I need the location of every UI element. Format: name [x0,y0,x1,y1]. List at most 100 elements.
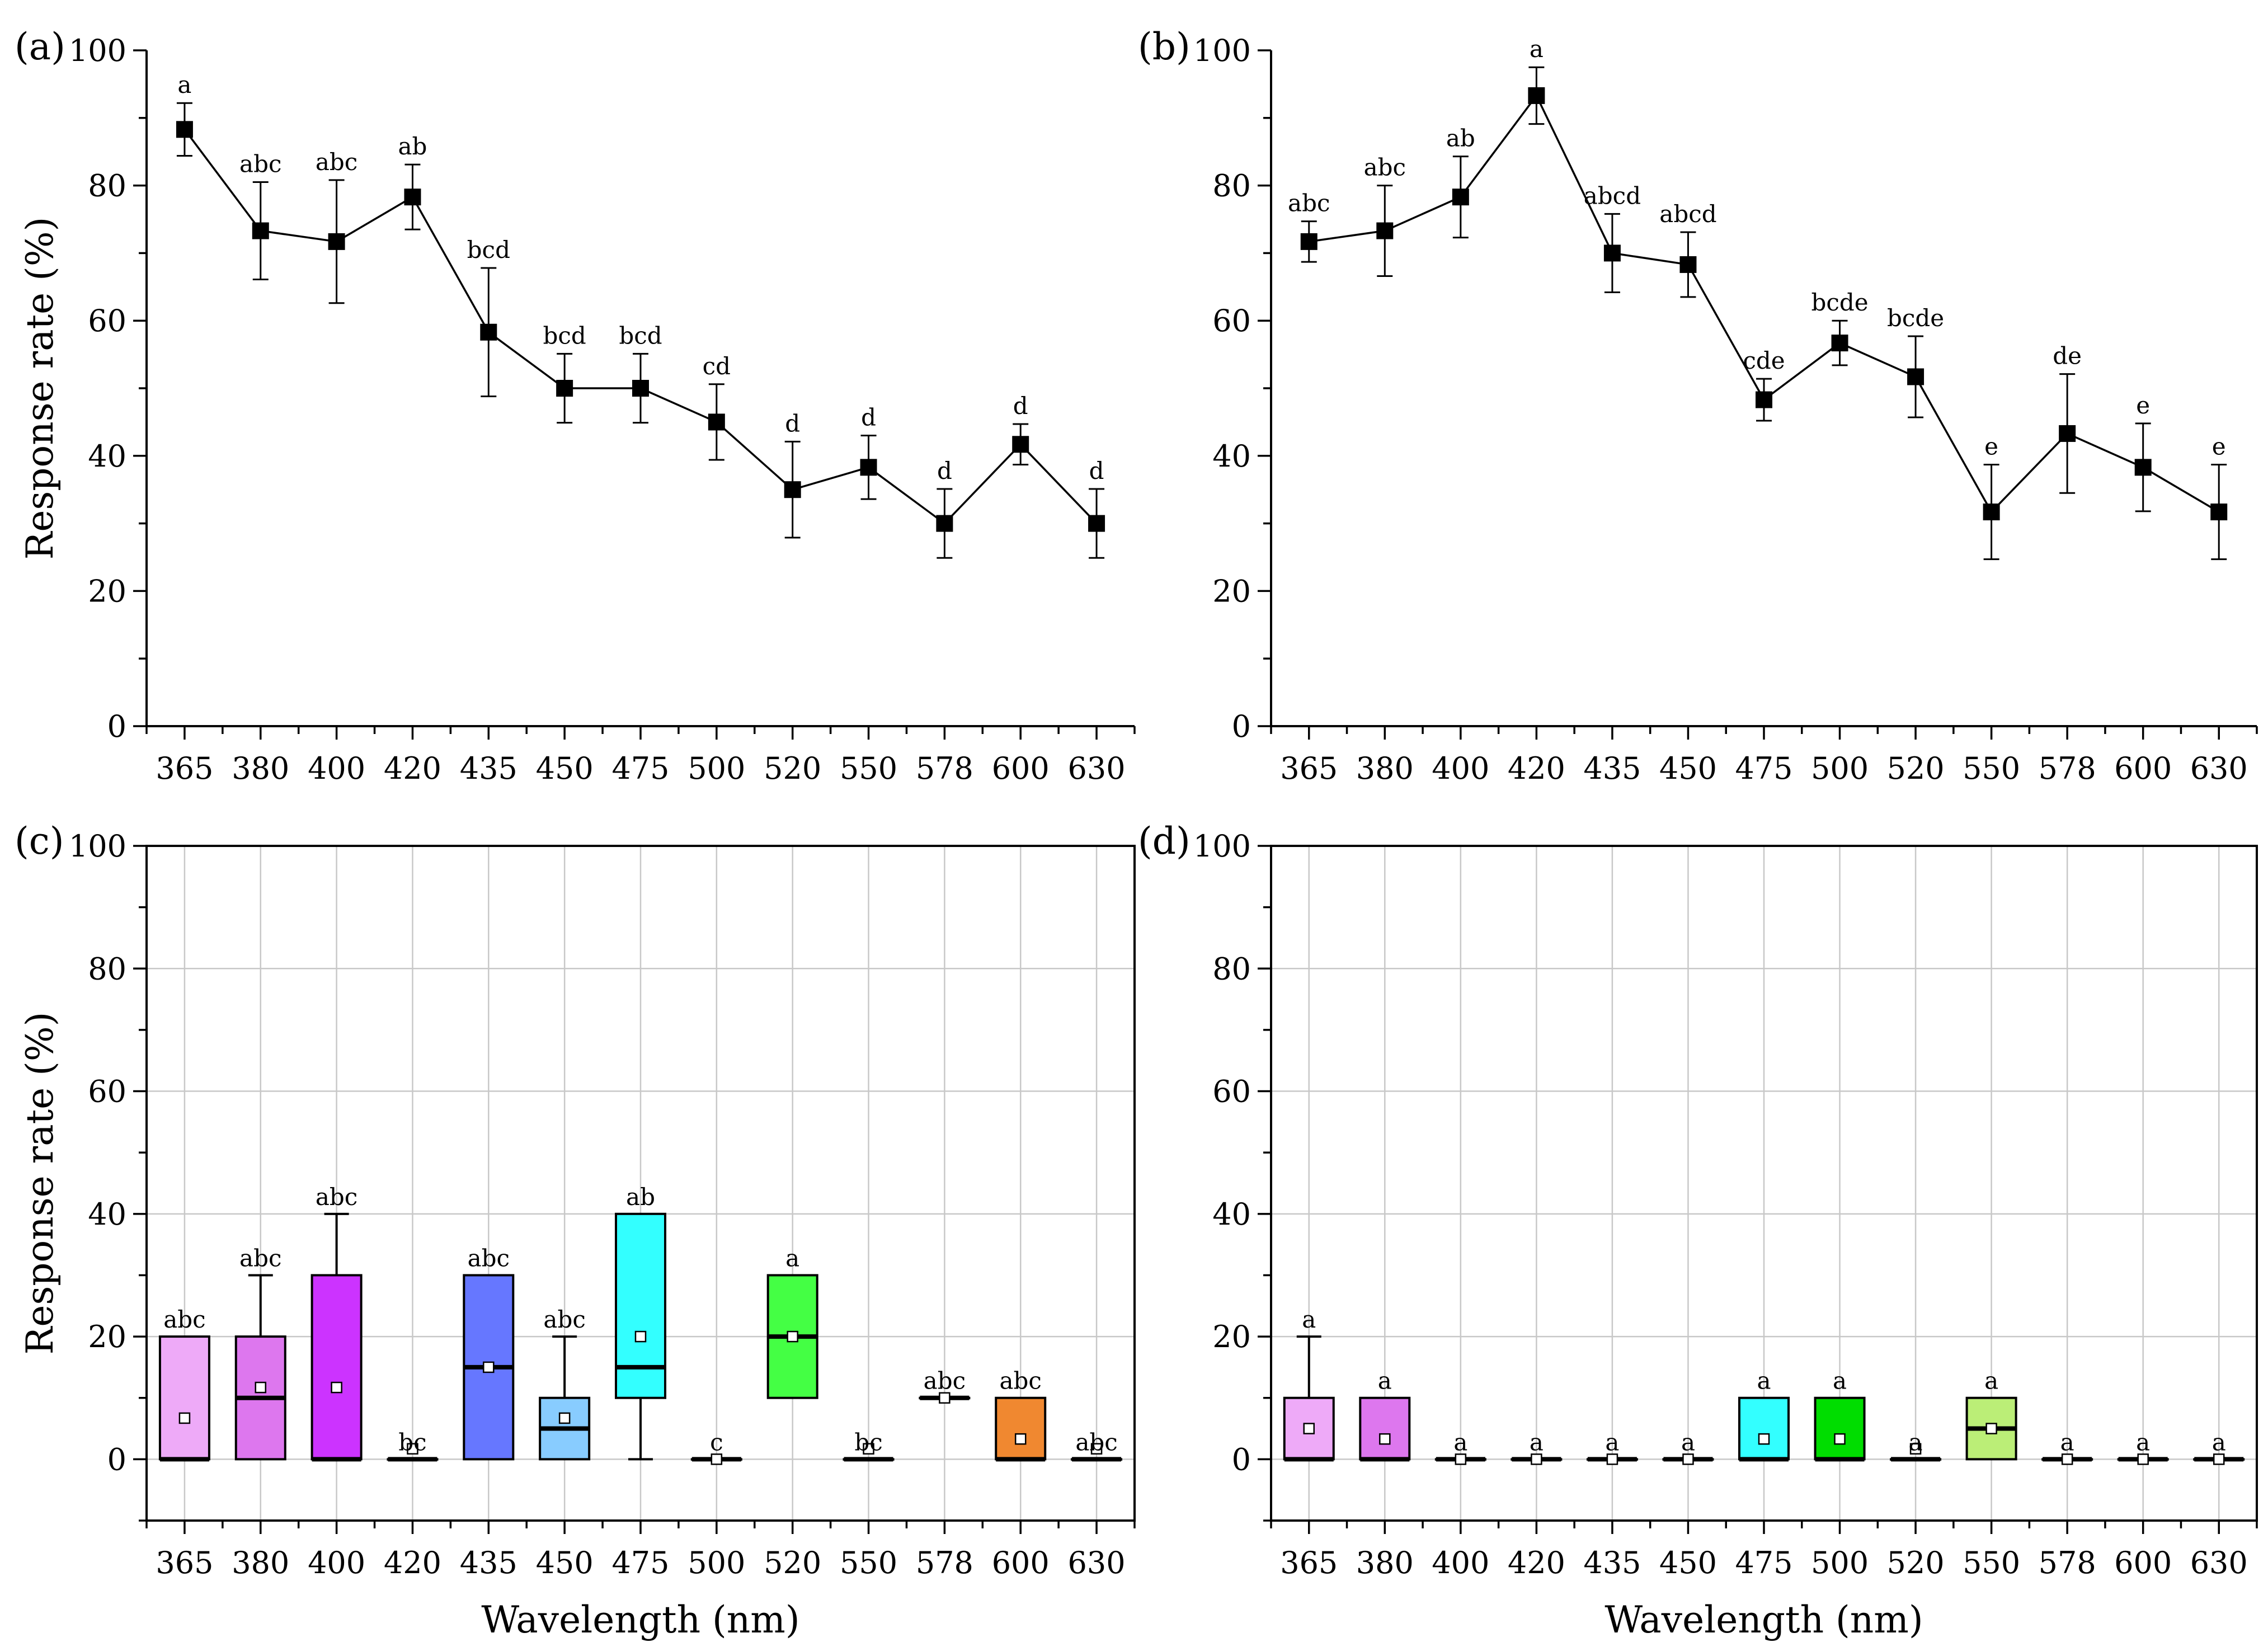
significance-letter: abc [1364,154,1406,181]
significance-letter: cd [703,352,731,380]
mean-marker [1303,1423,1315,1434]
significance-letter: abc [163,1306,205,1333]
x-tick-label: 365 [156,751,213,786]
data-point [1088,515,1105,532]
y-tick-label: 100 [69,829,126,864]
panel-c: (c) 0 20 40 60 80 100 365 380 400 420 435 450 475 500 5… [15,820,1136,1641]
y-tick-label: 100 [1193,33,1251,68]
x-tick-label: 578 [916,751,973,786]
significance-letter: a [1453,1428,1467,1456]
x-tick-label: 500 [688,751,745,786]
significance-letter: a [2060,1428,2074,1456]
x-tick-label: 400 [1432,1545,1489,1580]
x-tick-label: 380 [1356,751,1414,786]
y-axis-title: Response rate (%) [18,217,62,560]
y-tick-label: 0 [107,1442,126,1477]
x-axis-title: Wavelength (nm) [481,1598,799,1641]
x-tick-label: 630 [1068,751,1126,786]
x-tick-label: 475 [1735,751,1792,786]
data-point [784,481,801,498]
mean-marker [255,1381,267,1394]
y-tick-label: 60 [1212,1074,1251,1109]
x-tick-label: 420 [1508,751,1565,786]
mean-marker [1985,1423,1997,1434]
mean-marker [1379,1433,1391,1445]
x-tick-label: 475 [611,1545,669,1580]
x-tick-label: 600 [2114,751,2172,786]
x-tick-label: 435 [1583,751,1641,786]
significance-letter: abc [1075,1428,1117,1456]
significance-letter: e [2212,433,2226,460]
x-tick-label: 578 [2039,1545,2096,1580]
mean-marker [634,1330,647,1343]
x-tick-label: 550 [840,1545,897,1580]
y-axis-title: Response rate (%) [18,1012,62,1355]
x-tick-label: 520 [764,1545,821,1580]
x-tick-label: 550 [1963,751,2020,786]
panel-b: (b) 0 20 40 60 80 100 365 380 400 420 435 450 475 500 5… [1138,25,2258,786]
significance-letter: abcd [1659,200,1716,228]
y-tick-label: 0 [107,709,126,744]
x-tick-label: 365 [156,1545,213,1580]
mean-marker [1834,1433,1846,1445]
y-tick-label: 40 [88,1197,126,1232]
significance-letter: a [1909,1428,1923,1456]
significance-letter: a [1833,1367,1847,1395]
significance-letter: bcde [1887,304,1944,332]
data-point [176,121,193,138]
data-point [556,380,573,397]
box [615,1212,666,1399]
box [158,1335,210,1461]
significance-letter: a [1984,1367,1998,1395]
y-tick-label: 60 [88,303,126,338]
x-tick-label: 380 [1356,1545,1414,1580]
mean-marker [331,1381,342,1394]
y-tick-label: 100 [69,33,126,68]
x-tick-label: 600 [992,1545,1050,1580]
data-point [1831,335,1848,352]
significance-letter: e [2136,392,2150,419]
mean-marker [710,1453,723,1465]
x-tick-label: 380 [232,751,289,786]
significance-letter: abc [316,148,357,176]
significance-letter: a [1681,1428,1695,1456]
y-tick-label: 80 [88,951,126,986]
significance-letter: d [1089,457,1104,484]
x-axis-title: Wavelength (nm) [1604,1598,1923,1641]
data-point [1679,256,1697,273]
panel-label: (d) [1138,820,1191,863]
significance-letter: abc [924,1367,966,1395]
y-tick-label: 80 [1212,168,1251,204]
significance-letter: abcd [1584,182,1641,209]
data-point [1012,436,1029,453]
x-tick-label: 500 [1811,1545,1869,1580]
mean-marker [1090,1443,1103,1455]
significance-letter: bcde [1811,289,1868,316]
x-tick-label: 500 [1811,751,1869,786]
mean-marker [558,1412,571,1424]
x-tick-label: 400 [308,1545,365,1580]
panel-d: (d) 0 20 40 60 80 100 365 380 400 420 435 450 475 500 5… [1138,820,2258,1641]
significance-letter: d [937,457,952,484]
x-tick-label: 450 [1659,1545,1717,1580]
box [310,1274,363,1461]
data-point [480,323,497,341]
data-point [1300,233,1317,250]
x-tick-label: 420 [1508,1545,1565,1580]
box [1359,1396,1411,1461]
mean-marker [407,1443,418,1455]
significance-letter: a [177,71,191,98]
mean-marker [1909,1443,1922,1455]
x-tick-label: 630 [2190,1545,2248,1580]
x-tick-label: 520 [764,751,821,786]
x-tick-label: 550 [1963,1545,2020,1580]
significance-letter: abc [543,1306,585,1333]
mean-marker [178,1412,191,1424]
data-point [1528,87,1545,104]
data-point [936,515,953,532]
x-tick-label: 400 [1432,751,1489,786]
significance-letter: abc [239,1244,281,1272]
x-tick-label: 435 [1583,1545,1641,1580]
mean-marker [2137,1453,2149,1465]
